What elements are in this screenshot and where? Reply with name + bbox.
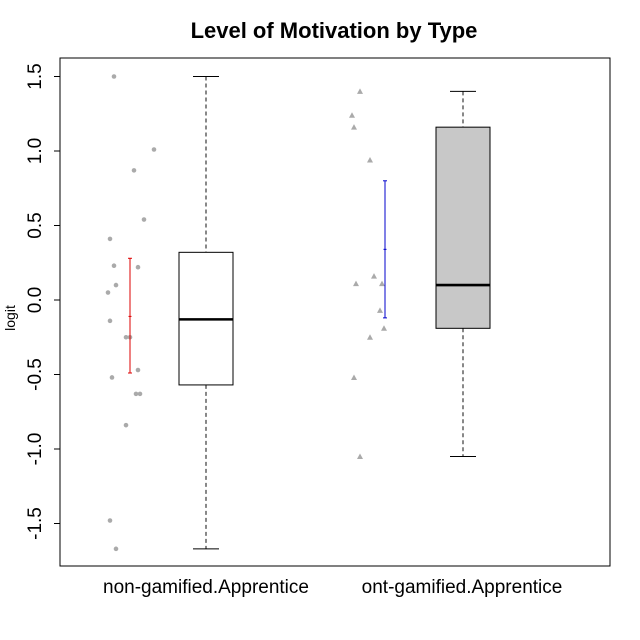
y-tick-label: -1.5 xyxy=(25,507,46,540)
y-tick-label: 1.5 xyxy=(25,63,46,89)
data-point xyxy=(349,112,355,118)
iqr-box xyxy=(435,126,491,329)
data-point xyxy=(353,280,359,287)
data-point xyxy=(357,88,363,94)
data-point xyxy=(367,156,373,163)
box-group xyxy=(105,74,234,552)
data-point xyxy=(371,273,377,279)
data-point xyxy=(113,282,119,288)
y-tick-label: 1.0 xyxy=(25,138,46,164)
data-point xyxy=(367,334,373,340)
data-point xyxy=(381,325,387,331)
box-series xyxy=(105,74,491,552)
data-point xyxy=(111,74,117,79)
data-point xyxy=(107,236,113,242)
y-axis: -1.5 -1.0 -0.5 0.0 0.5 1.0 1.5 xyxy=(25,63,61,540)
box-group xyxy=(349,88,491,459)
data-point xyxy=(379,280,385,287)
data-point xyxy=(351,374,357,380)
data-point xyxy=(105,290,111,295)
data-point xyxy=(131,168,137,173)
data-point xyxy=(133,391,139,397)
data-point xyxy=(111,263,117,269)
x-axis-labels: non-gamified.Apprentice ont-gamified.Appr… xyxy=(103,577,562,598)
data-point xyxy=(113,546,119,552)
data-point xyxy=(123,334,129,340)
y-tick-label: 0.5 xyxy=(25,212,46,238)
chart-title: Level of Motivation by Type xyxy=(191,18,478,43)
y-tick-label: 0.0 xyxy=(25,287,46,313)
data-point xyxy=(135,264,141,270)
data-point xyxy=(109,375,115,380)
data-point xyxy=(351,124,357,130)
data-point xyxy=(377,307,383,313)
data-point xyxy=(123,422,129,428)
data-point xyxy=(141,217,147,222)
y-tick-label: -0.5 xyxy=(25,358,46,391)
data-point xyxy=(357,453,363,459)
data-point xyxy=(151,147,157,152)
x-category-label: non-gamified.Apprentice xyxy=(103,577,309,598)
x-category-label: ont-gamified.Apprentice xyxy=(362,577,563,598)
y-tick-label: -1.0 xyxy=(25,433,46,466)
y-axis-label: logit xyxy=(2,305,18,331)
data-point xyxy=(107,318,113,324)
data-point xyxy=(107,518,113,523)
plot-frame xyxy=(59,57,611,567)
data-point xyxy=(137,391,143,397)
data-point xyxy=(135,367,141,373)
